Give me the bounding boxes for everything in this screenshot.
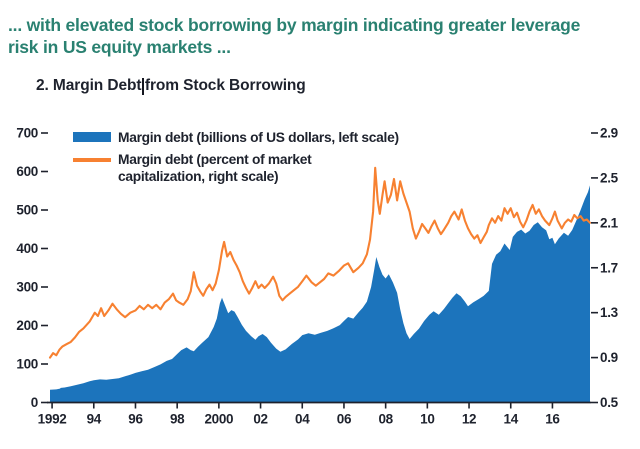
- panel-title-text-1: 2. Margin Debt: [36, 77, 142, 94]
- panel-title[interactable]: 2. Margin Debt from Stock Borrowing: [36, 77, 306, 95]
- x-axis-tick-label: 04: [295, 412, 310, 427]
- figure-caption-line2: risk in US equity markets ...: [8, 37, 231, 57]
- left-axis-tick-label: 400: [16, 241, 38, 256]
- left-axis-tick-label: 200: [16, 318, 38, 333]
- panel-title-text-2: from Stock Borrowing: [144, 77, 306, 94]
- x-axis-tick-label: 98: [170, 412, 185, 427]
- margin-debt-area: [50, 185, 590, 403]
- chart-legend: Margin debt (billions of US dollars, lef…: [73, 129, 399, 190]
- right-axis-tick-label: 0.5: [600, 395, 619, 410]
- x-axis-tick-label: 1992: [38, 412, 67, 427]
- x-axis-tick-label: 14: [504, 412, 519, 427]
- right-axis-tick-label: 2.1: [600, 215, 619, 230]
- left-axis-tick-label: 100: [16, 357, 38, 372]
- right-axis-tick-label: 1.7: [600, 260, 618, 275]
- x-axis-tick-label: 06: [337, 412, 352, 427]
- left-axis-tick-label: 700: [16, 126, 38, 141]
- figure-caption: ... with elevated stock borrowing by mar…: [8, 14, 624, 58]
- left-axis-tick-label: 300: [16, 280, 38, 295]
- left-axis-tick-label: 500: [16, 203, 38, 218]
- legend-item-ratio: Margin debt (percent of market capitaliz…: [73, 151, 399, 185]
- text-cursor: [142, 78, 144, 95]
- legend-marker-area-icon: [73, 132, 111, 142]
- x-axis-tick-label: 02: [253, 412, 267, 427]
- legend-label-margin-debt: Margin debt (billions of US dollars, lef…: [118, 130, 399, 145]
- x-axis-tick-label: 12: [462, 412, 476, 427]
- x-axis-tick-label: 10: [420, 412, 434, 427]
- right-axis-tick-label: 2.9: [600, 126, 618, 141]
- margin-debt-ratio-line: [48, 166, 592, 359]
- x-axis-tick-label: 08: [378, 412, 393, 427]
- x-axis-tick-label: 16: [545, 412, 560, 427]
- legend-label-ratio: Margin debt (percent of market capitaliz…: [118, 152, 312, 184]
- x-axis-tick-label: 2000: [204, 412, 233, 427]
- legend-marker-line-icon: [73, 158, 111, 162]
- left-axis-tick-label: 600: [16, 164, 38, 179]
- right-axis-tick-label: 1.3: [600, 305, 619, 320]
- right-axis-tick-label: 0.9: [600, 350, 618, 365]
- figure-caption-line1: ... with elevated stock borrowing by mar…: [8, 15, 581, 35]
- left-axis-tick-label: 0: [31, 395, 38, 410]
- x-axis-tick-label: 94: [87, 412, 102, 427]
- right-axis-tick-label: 2.5: [600, 170, 619, 185]
- x-axis-tick-label: 96: [128, 412, 143, 427]
- legend-item-margin-debt: Margin debt (billions of US dollars, lef…: [73, 129, 399, 146]
